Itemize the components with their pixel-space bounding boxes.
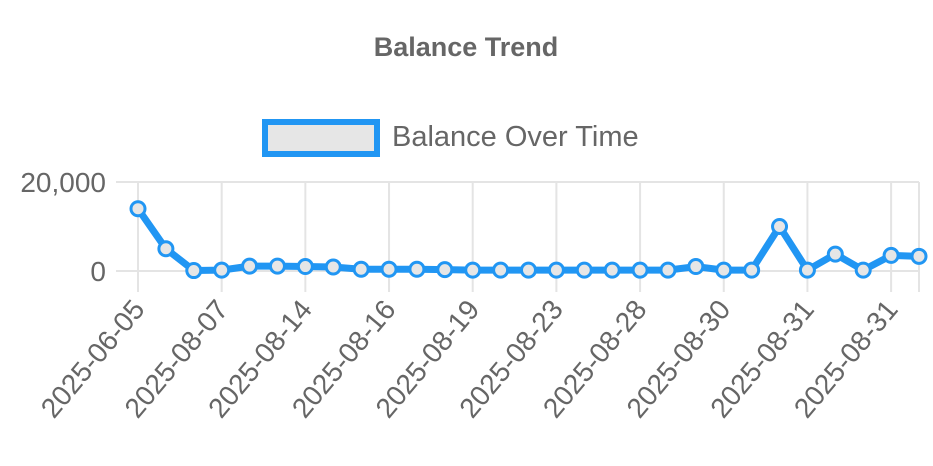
series: [129, 200, 928, 280]
data-point[interactable]: [129, 200, 147, 218]
data-point[interactable]: [743, 261, 761, 279]
data-point[interactable]: [464, 261, 482, 279]
data-point[interactable]: [910, 247, 928, 265]
chart-title: Balance Trend: [374, 32, 559, 62]
data-point[interactable]: [854, 261, 872, 279]
y-tick-label: 0: [90, 256, 106, 287]
x-axis: 2025-06-052025-08-072025-08-142025-08-16…: [35, 294, 904, 424]
data-point[interactable]: [408, 260, 426, 278]
data-point[interactable]: [380, 260, 398, 278]
data-point[interactable]: [575, 261, 593, 279]
data-point[interactable]: [798, 261, 816, 279]
data-point[interactable]: [687, 258, 705, 276]
data-point[interactable]: [241, 257, 259, 275]
data-point[interactable]: [324, 258, 342, 276]
legend-label: Balance Over Time: [392, 121, 639, 153]
legend[interactable]: Balance Over Time: [262, 119, 639, 157]
data-point[interactable]: [659, 261, 677, 279]
data-point[interactable]: [492, 261, 510, 279]
data-point[interactable]: [882, 246, 900, 264]
data-point[interactable]: [826, 245, 844, 263]
y-axis: 0 20,000: [20, 167, 106, 287]
data-point[interactable]: [268, 257, 286, 275]
legend-swatch: [262, 119, 380, 157]
data-point[interactable]: [157, 240, 175, 258]
data-point[interactable]: [771, 218, 789, 235]
data-point[interactable]: [352, 260, 370, 278]
data-point[interactable]: [603, 261, 621, 279]
data-point[interactable]: [436, 261, 454, 279]
data-point[interactable]: [185, 262, 203, 280]
data-point[interactable]: [520, 261, 537, 279]
data-point[interactable]: [213, 261, 231, 279]
data-point[interactable]: [715, 261, 733, 279]
grid: [116, 181, 920, 292]
y-tick-label: 20,000: [20, 167, 106, 198]
data-point[interactable]: [296, 258, 314, 276]
data-point[interactable]: [631, 261, 649, 279]
data-point[interactable]: [547, 261, 565, 279]
